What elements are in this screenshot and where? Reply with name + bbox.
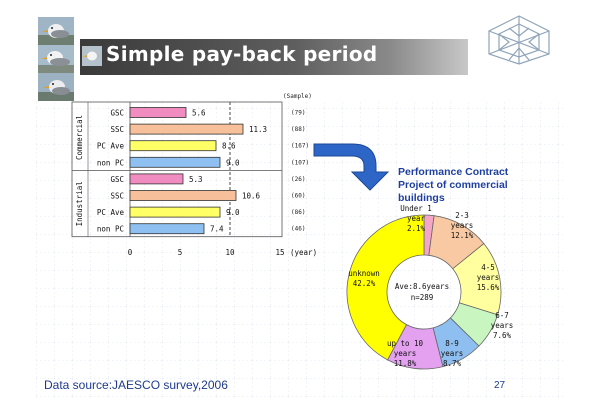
category-label: GSC [110,175,124,184]
page-number: 27 [494,380,506,391]
donut-center-label: n=289 [411,293,434,302]
sample-size-label: (86) [291,209,305,216]
seagull-photo [38,45,74,73]
pie-title-line: buildings [398,192,445,204]
category-label: PC Ave [97,142,125,151]
bar-value-label: 11.3 [249,125,267,134]
bar [129,156,221,168]
bar-value-label: 5.3 [189,175,203,184]
title-bar [80,39,468,75]
category-label: SSC [110,192,124,201]
seagull-photo [38,17,74,45]
group-label: Commercial [75,115,84,160]
geometric-logo-icon [488,15,550,65]
pie-title-line: Project of commercial [398,179,508,191]
slice-label: up to 10 years 11.8% [387,339,424,368]
x-unit-label: (year) [290,248,317,257]
slice-label: 2-3 years 12.1% [451,211,474,240]
bar-value-label: 8.6 [222,142,236,151]
chart-frame [71,101,283,238]
bar-value-label: 9.0 [226,158,240,167]
bar-value-label: 9.0 [226,208,240,217]
donut-center-label: Ave:8.6years [395,282,449,291]
x-tick-label: 0 [128,248,133,257]
sample-size-label: (88) [291,126,305,133]
bar [129,140,217,152]
sample-size-label: (79) [291,110,305,117]
bar-value-label: 10.6 [242,192,261,201]
bar-value-label: 5.6 [192,109,206,118]
bar-value-label: 7.4 [210,225,224,234]
sample-size-label: (107) [291,159,309,166]
slice-label: 4-5 years 15.6% [477,263,500,292]
sample-header: (Sample) [283,93,312,100]
bar [129,123,244,135]
x-tick-label: 15 [275,248,284,257]
slide-title: Simple pay-back period [106,42,378,66]
sample-size-label: (26) [291,176,305,183]
category-label: PC Ave [97,208,125,217]
bar [129,173,184,185]
sample-size-label: (167) [291,143,309,150]
sample-size-label: (60) [291,193,305,200]
bar [129,223,205,235]
pie-title-line: Performance Contract [398,166,509,178]
curved-arrow-icon [313,143,390,191]
slice-label: unknown 42.2% [348,269,380,288]
category-label: SSC [110,125,124,134]
group-label: Industrial [75,181,84,226]
category-label: non PC [97,225,124,234]
data-source-note: Data source:JAESCO survey,2006 [44,378,228,392]
slice-label: 6-7 years 7.6% [491,311,514,340]
bar [129,190,237,201]
donut-slice [346,214,425,361]
category-label: non PC [97,158,124,167]
slice-label: Under 1 year 2.1% [400,204,432,233]
x-tick-label: 5 [178,248,183,257]
bar [129,206,221,218]
seagull-photo [38,73,74,101]
bar [129,107,187,118]
x-tick-label: 10 [225,248,235,257]
category-label: GSC [110,109,124,118]
seagull-thumbnail-icon [82,46,102,66]
slice-label: 8-9 years 8.7% [441,339,464,368]
sample-size-label: (46) [291,226,305,233]
